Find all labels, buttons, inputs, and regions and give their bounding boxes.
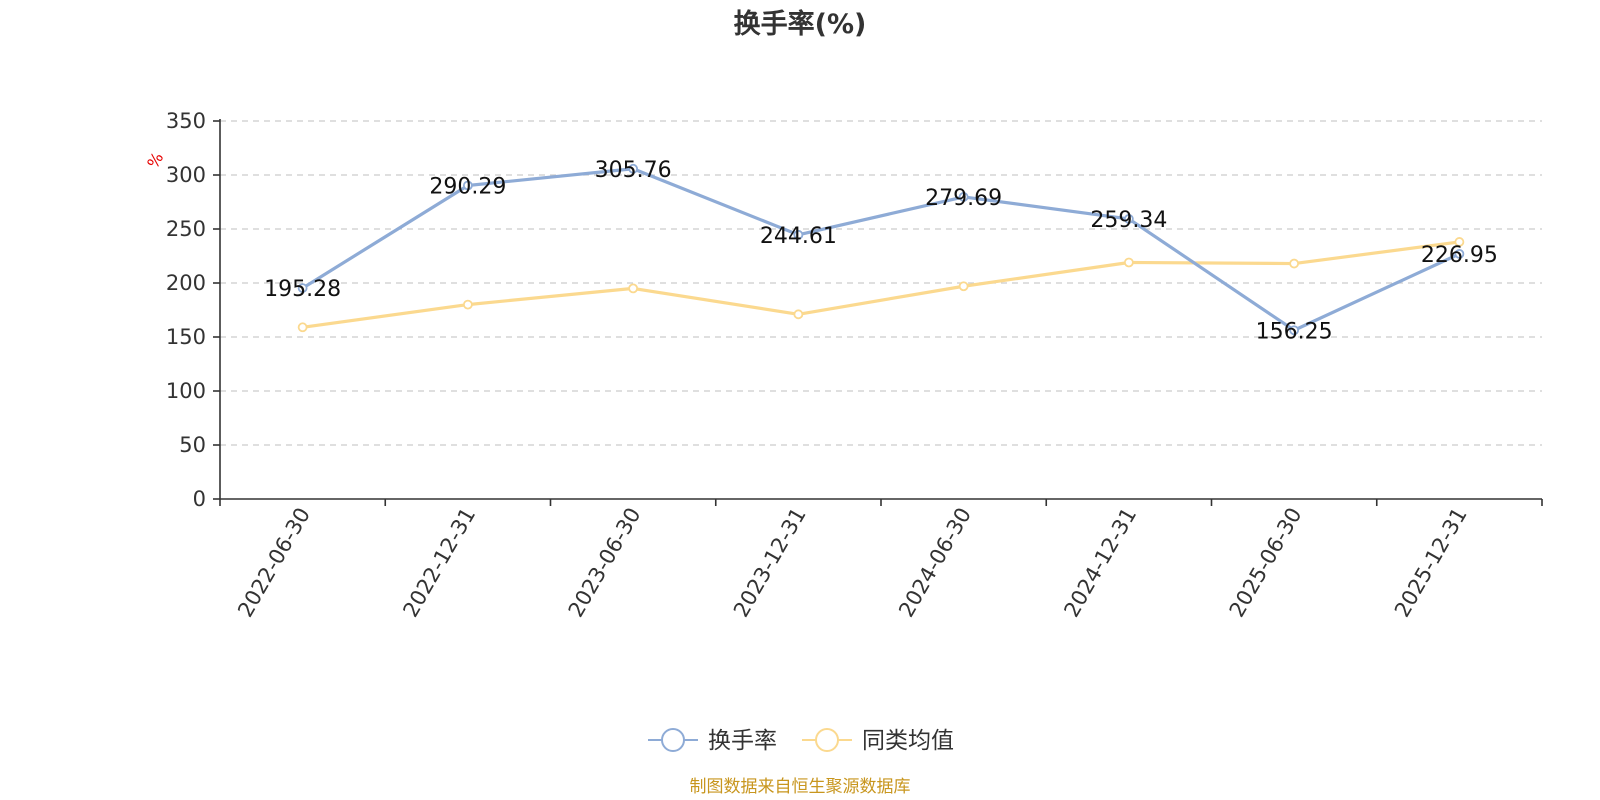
series-line-0	[301, 167, 1461, 332]
data-point-1	[462, 299, 473, 310]
data-label: 156.25	[1256, 319, 1333, 344]
data-point-1	[297, 322, 308, 333]
legend[interactable]: 换手率 同类均值	[648, 728, 954, 754]
x-tick-label: 2022-06-30	[233, 504, 315, 622]
y-tick-label: 50	[179, 433, 206, 457]
y-tick-label: 350	[166, 109, 206, 133]
legend-item-0[interactable]: 换手率	[648, 728, 777, 754]
series-line-1	[302, 240, 1460, 329]
data-point-1	[958, 281, 969, 292]
legend-label: 同类均值	[862, 728, 954, 754]
data-point-1	[1454, 237, 1465, 247]
data-point-0	[628, 163, 639, 174]
data-label: 259.34	[1090, 208, 1167, 233]
x-tick-label: 2024-12-31	[1059, 504, 1141, 622]
x-tick-label: 2025-06-30	[1225, 504, 1307, 622]
data-point-1	[1289, 258, 1300, 269]
data-point-0	[958, 192, 969, 202]
x-tick-label: 2022-12-31	[398, 504, 480, 622]
source-footer: 制图数据来自恒生聚源数据库	[690, 777, 911, 797]
y-tick-label: 300	[166, 163, 206, 187]
x-tick-label: 2023-12-31	[729, 504, 811, 622]
y-tick-label: 100	[166, 379, 206, 403]
y-axis-unit-label: %	[143, 149, 167, 172]
legend-marker-icon	[661, 728, 685, 752]
data-point-1	[793, 309, 804, 320]
chart-title: 换手率(%)	[734, 8, 867, 40]
data-point-0	[297, 283, 308, 293]
legend-marker-icon	[815, 728, 839, 752]
y-tick-label: 0	[193, 487, 206, 511]
data-point-0	[1289, 325, 1300, 336]
y-tick-label: 200	[166, 271, 206, 295]
x-tick-label: 2024-06-30	[894, 504, 976, 622]
series-lines	[297, 163, 1465, 336]
x-tick-label: 2025-12-31	[1390, 504, 1472, 622]
data-labels: 195.28 290.29 305.76 244.61 279.69 259.34 156.…	[264, 158, 1498, 344]
y-tick-label: 250	[166, 217, 206, 241]
data-point-1	[1123, 257, 1134, 268]
grid-lines	[220, 120, 1542, 446]
data-label: 290.29	[429, 174, 506, 199]
data-label: 244.61	[760, 224, 837, 249]
data-point-1	[628, 283, 639, 294]
data-point-0	[1123, 214, 1134, 224]
data-label: 195.28	[264, 277, 341, 302]
legend-label: 换手率	[708, 728, 777, 754]
data-point-0	[462, 180, 473, 191]
data-point-0	[1454, 248, 1465, 259]
data-label: 305.76	[595, 158, 672, 183]
legend-item-1[interactable]: 同类均值	[802, 728, 954, 754]
data-label: 279.69	[925, 186, 1002, 211]
axes: 0 50 100 150 200 250 300 350 2022-06-30 2022-12-3…	[166, 109, 1543, 622]
data-point-0	[793, 229, 804, 240]
y-tick-label: 150	[166, 325, 206, 349]
data-label: 226.95	[1421, 243, 1498, 268]
x-tick-label: 2023-06-30	[564, 504, 646, 622]
